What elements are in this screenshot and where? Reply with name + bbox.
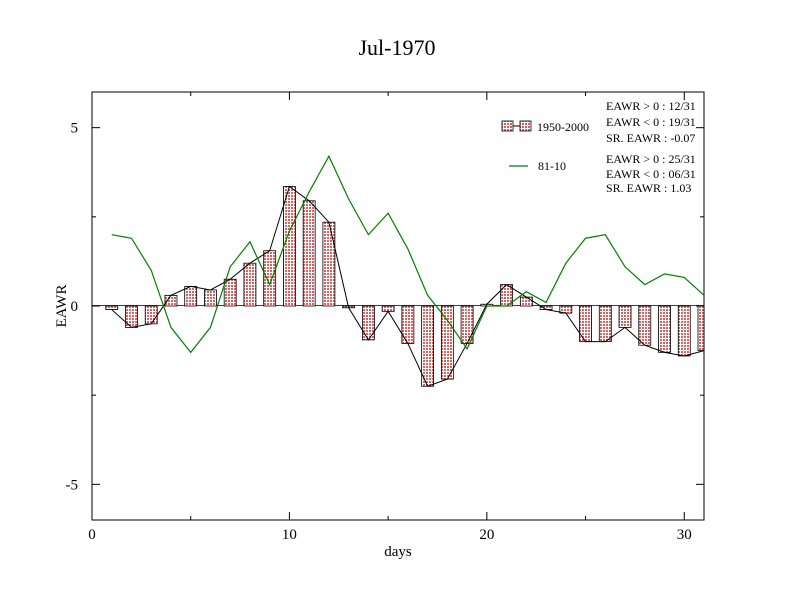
bar (105, 305, 119, 310)
y-axis: -5 0 5 (66, 121, 704, 493)
y-tick-label: 0 (71, 299, 79, 315)
bar (361, 305, 375, 341)
bar (283, 186, 296, 307)
chart-title: Jul-1970 (359, 35, 436, 60)
bar-trace-line (111, 185, 705, 387)
bar-series (105, 186, 705, 387)
y-tick-label: 5 (71, 121, 79, 137)
stat-bars-positive: EAWR > 0 : 12/31 (606, 99, 696, 113)
bar (618, 305, 632, 328)
bar (421, 305, 435, 387)
bar (263, 250, 277, 307)
x-tick-label: 10 (282, 527, 297, 543)
bar (638, 305, 652, 346)
bar (697, 305, 705, 351)
x-tick-label: 30 (677, 527, 692, 543)
bar (519, 296, 533, 307)
bar (677, 305, 691, 357)
bar (204, 289, 217, 307)
bar (460, 305, 474, 344)
x-axis: 0 10 20 30 (88, 92, 692, 543)
stat-line-positive: EAWR > 0 : 25/31 (606, 152, 696, 166)
y-tick-label: -5 (66, 477, 79, 493)
stat-bars-negative: EAWR < 0 : 19/31 (606, 115, 696, 129)
legend-swatch-bar-right (519, 120, 532, 132)
bar (144, 305, 158, 325)
y-axis-label: EAWR (54, 285, 70, 328)
legend-label-1950-2000: 1950-2000 (537, 120, 589, 134)
stat-line-sr: SR. EAWR : 1.03 (606, 181, 691, 195)
x-tick-label: 20 (479, 527, 494, 543)
legend: 1950-2000 81-10 EAWR > 0 : 12/31 EAWR < … (501, 99, 696, 195)
bar (401, 305, 415, 344)
x-axis-label: days (384, 544, 412, 560)
x-tick-label: 0 (88, 527, 96, 543)
stat-line-negative: EAWR < 0 : 06/31 (606, 167, 696, 181)
bar (322, 221, 336, 307)
bar (223, 278, 237, 307)
stat-bars-sr: SR. EAWR : -0.07 (606, 131, 695, 145)
line-series-81-10 (111, 154, 705, 354)
bar (184, 285, 198, 307)
bar (302, 200, 316, 307)
bar (440, 305, 454, 380)
legend-swatch-bar-left (501, 120, 514, 132)
bar (243, 262, 257, 307)
bar (658, 305, 671, 353)
legend-label-81-10: 81-10 (538, 159, 566, 173)
bar (598, 305, 612, 343)
